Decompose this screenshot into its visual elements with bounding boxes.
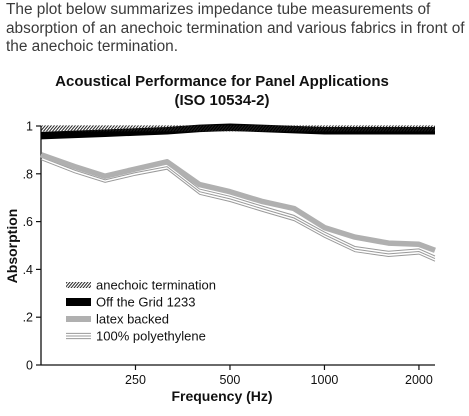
legend-label: Off the Grid 1233	[96, 295, 196, 310]
chart-subtitle: (ISO 10534-2)	[174, 92, 269, 109]
legend-item: anechoic termination	[66, 278, 216, 293]
legend-swatch-anechoic	[66, 282, 91, 288]
series-latex-backed-line	[40, 152, 436, 253]
legend-swatch-latex	[66, 316, 91, 322]
x-axis-label: Frequency (Hz)	[171, 388, 272, 404]
y-tick-label: .6	[23, 215, 33, 229]
x-tick-label: 2000	[405, 373, 433, 387]
x-tick-label: 500	[220, 373, 241, 387]
y-tick-label: .8	[23, 167, 33, 181]
plot-area: 0 .2 .4 .6 .8 1 250 500 1000 2000	[23, 120, 436, 387]
chart-title: Acoustical Performance for Panel Applica…	[55, 73, 389, 90]
legend-item: Off the Grid 1233	[66, 295, 196, 310]
legend-item: 100% polyethylene	[66, 329, 206, 344]
y-tick-label: .2	[23, 311, 33, 325]
legend-swatch-off-the-grid	[66, 298, 91, 306]
y-tick-label: 1	[26, 120, 33, 134]
series-100-polyethylene	[40, 154, 436, 262]
legend-label: 100% polyethylene	[96, 329, 206, 344]
legend-label: latex backed	[96, 312, 169, 327]
y-tick-label: .4	[23, 263, 33, 277]
series-polyethylene-line	[40, 159, 436, 262]
x-tick-label: 1000	[311, 373, 339, 387]
series-polyethylene-line	[40, 156, 436, 260]
y-axis-label: Absorption	[4, 209, 20, 284]
legend: anechoic termination Off the Grid 1233 lat…	[66, 278, 216, 344]
intro-text: The plot below summarizes impedance tube…	[6, 1, 465, 56]
y-tick-label: 0	[26, 359, 33, 373]
x-tick-label: 250	[125, 373, 146, 387]
legend-item: latex backed	[66, 312, 169, 327]
legend-label: anechoic termination	[96, 278, 216, 293]
